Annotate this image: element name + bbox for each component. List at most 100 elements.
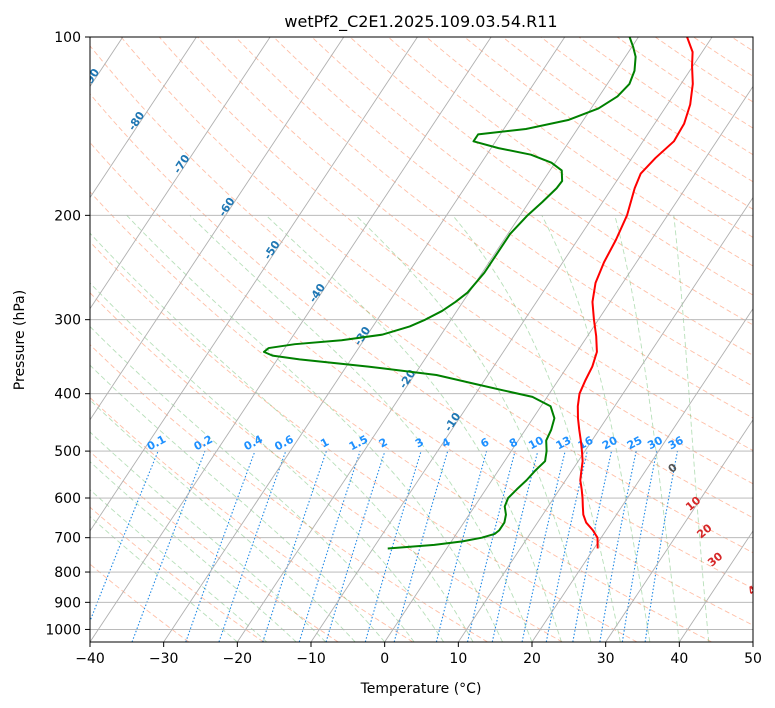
mixing-ratio-line	[364, 450, 422, 642]
isotherm-line	[678, 530, 753, 642]
dry-adiabat-line	[90, 451, 339, 642]
dry-adiabat-line	[540, 37, 753, 183]
moist-adiabat-line	[614, 215, 680, 642]
moist-adiabat-label: 40	[745, 578, 765, 598]
x-tick-label: 20	[523, 651, 541, 667]
background-lines	[90, 37, 753, 642]
mixing-ratio-line	[325, 450, 386, 642]
isotherm-line	[90, 37, 271, 310]
isotherm-labels: -100-90-80-70-60-50-40-30-20-100.1 0.2 0.4…	[80, 66, 765, 598]
mixing-ratio-label: 10	[526, 434, 546, 453]
moist-adiabat-line	[452, 215, 621, 642]
mixing-ratio-label: 13	[554, 434, 574, 453]
dewpoint-line	[262, 37, 637, 550]
mixing-ratio-label: 1	[318, 435, 331, 450]
mixing-ratio-line	[218, 450, 287, 642]
mixing-ratio-line	[521, 450, 566, 642]
isotherm-label: -90	[80, 66, 102, 90]
y-tick-label: 200	[54, 208, 81, 224]
moist-adiabat-line	[90, 364, 386, 642]
dry-adiabat-line	[387, 37, 753, 296]
mixing-ratio-label: 1.5	[347, 433, 370, 454]
isotherm-label: -80	[126, 109, 148, 133]
isotherm-line	[605, 418, 753, 642]
moist-adiabat-line	[189, 215, 533, 642]
mixing-ratio-line	[298, 450, 361, 642]
moist-adiabat-label: 20	[694, 521, 714, 541]
mixing-ratio-label: 0.1	[145, 433, 168, 454]
dry-adiabat-line	[90, 396, 414, 642]
moist-adiabat-label: 10	[683, 494, 703, 514]
mixing-ratio-line	[393, 450, 449, 642]
moist-adiabat-line	[265, 215, 562, 642]
moist-adiabat-line	[90, 489, 268, 642]
y-tick-label: 700	[54, 531, 81, 547]
y-tick-label: 800	[54, 565, 81, 581]
isotherm-label: -50	[261, 238, 283, 262]
x-tick-label: 0	[380, 651, 389, 667]
isotherm-line	[163, 37, 566, 642]
y-axis-label: Pressure (hPa)	[12, 290, 28, 390]
mixing-ratio-label: 16	[576, 434, 596, 453]
y-axis-ticks: 100 200 300 400 500 600 700 800 900 1000	[45, 30, 90, 638]
moist-adiabat-line	[90, 431, 327, 642]
mixing-ratio-label: 36	[666, 434, 686, 453]
dry-adiabat-line	[120, 37, 753, 519]
mixing-ratio-line	[90, 450, 159, 623]
dry-adiabat-line	[349, 37, 753, 326]
chart-title: wetPf2_C2E1.2025.109.03.54.R11	[284, 12, 557, 32]
mixing-ratio-label: 30	[645, 434, 665, 453]
mixing-ratio-label: 4	[440, 435, 453, 450]
dry-adiabat-line	[464, 37, 753, 238]
mixing-ratio-label: 6	[478, 435, 491, 450]
moist-adiabat-line	[673, 215, 710, 642]
dry-adiabat-line	[90, 292, 563, 642]
dry-adiabat-line	[502, 37, 753, 210]
y-tick-label: 1000	[45, 622, 81, 638]
x-tick-label: −20	[223, 651, 253, 667]
isotherm-line	[90, 37, 492, 642]
isotherm-line	[384, 85, 753, 642]
x-tick-label: −30	[149, 651, 179, 667]
moist-adiabat-line	[90, 461, 297, 642]
x-axis-ticks: −40 −30 −20 −10 0 10 20 30 40 50	[75, 642, 762, 667]
isotherm-line	[752, 641, 753, 642]
dry-adiabat-line	[693, 37, 753, 77]
y-tick-label: 500	[54, 444, 81, 460]
isotherm-line	[457, 196, 753, 642]
isotherm-label: -10	[442, 410, 464, 434]
isotherm-label: -40	[306, 281, 328, 305]
isotherm-line	[310, 37, 713, 642]
dry-adiabat-line	[578, 37, 753, 156]
mixing-ratio-label: 0.2	[192, 433, 215, 454]
isotherm-line	[90, 37, 197, 199]
x-axis-label: Temperature (°C)	[360, 681, 482, 697]
mixing-ratio-line	[491, 450, 539, 642]
moist-adiabat-line	[90, 282, 444, 642]
dry-adiabat-line	[90, 344, 488, 642]
dry-adiabat-line	[235, 37, 753, 419]
isotherm-label: -70	[171, 152, 193, 176]
dry-adiabat-line	[158, 37, 753, 485]
x-tick-label: 50	[744, 651, 762, 667]
plot-frame	[89, 36, 754, 643]
mixing-ratio-line	[572, 450, 613, 642]
mixing-ratio-line	[644, 450, 679, 642]
moist-adiabat-label: 0	[666, 461, 680, 476]
isotherm-line	[236, 37, 639, 642]
dry-adiabat-line	[616, 37, 753, 129]
dry-adiabat-line	[90, 141, 753, 626]
temperature-line	[576, 37, 694, 549]
mixing-ratio-label: 20	[600, 434, 620, 453]
x-tick-label: 10	[449, 651, 467, 667]
mixing-ratio-line	[185, 450, 256, 642]
mixing-ratio-label: 8	[507, 435, 520, 450]
moist-adiabat-line	[126, 215, 503, 642]
mixing-ratio-label: 3	[413, 435, 426, 450]
mixing-ratio-label: 0.6	[272, 433, 296, 454]
isotherm-line	[90, 37, 418, 532]
isotherm-line	[531, 307, 753, 642]
mixing-ratio-label: 25	[625, 434, 645, 453]
moist-adiabat-line	[90, 232, 474, 642]
